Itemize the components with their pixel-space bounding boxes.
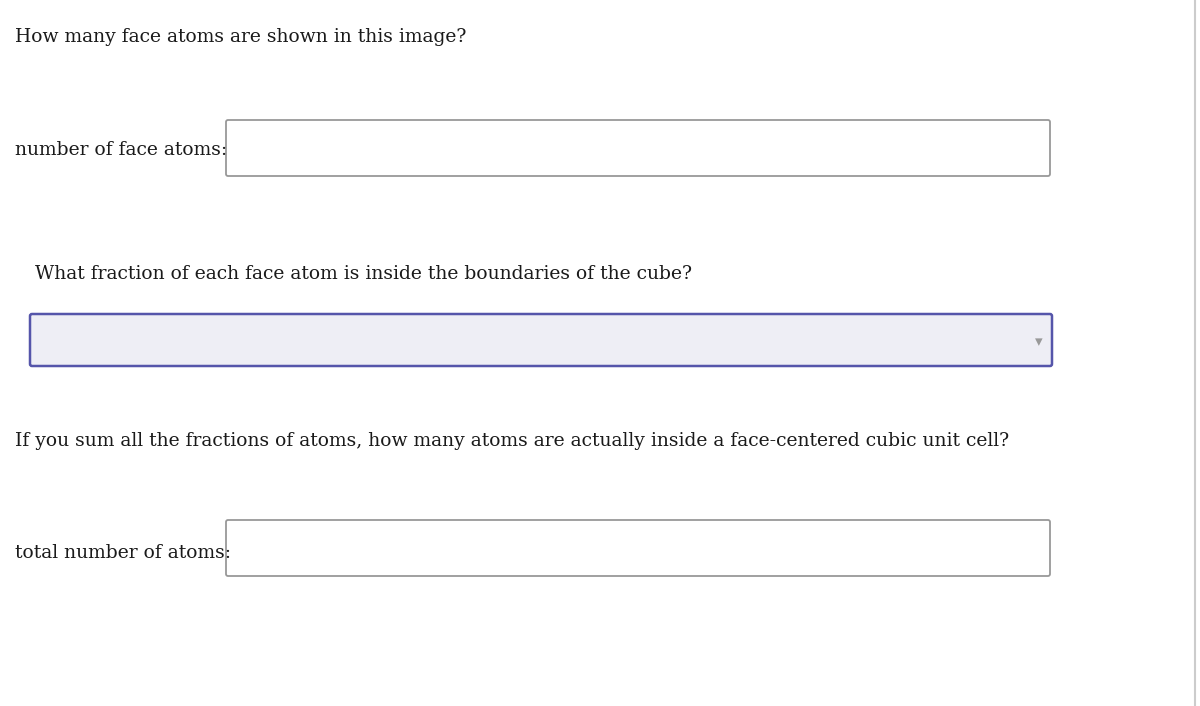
FancyBboxPatch shape <box>226 120 1050 176</box>
Text: number of face atoms:: number of face atoms: <box>14 141 227 159</box>
Text: If you sum all the fractions of atoms, how many atoms are actually inside a face: If you sum all the fractions of atoms, h… <box>14 432 1009 450</box>
FancyBboxPatch shape <box>30 314 1052 366</box>
FancyBboxPatch shape <box>226 520 1050 576</box>
Text: total number of atoms:: total number of atoms: <box>14 544 230 562</box>
Text: ▾: ▾ <box>1034 335 1043 349</box>
Text: How many face atoms are shown in this image?: How many face atoms are shown in this im… <box>14 28 467 46</box>
Text: What fraction of each face atom is inside the boundaries of the cube?: What fraction of each face atom is insid… <box>35 265 692 283</box>
